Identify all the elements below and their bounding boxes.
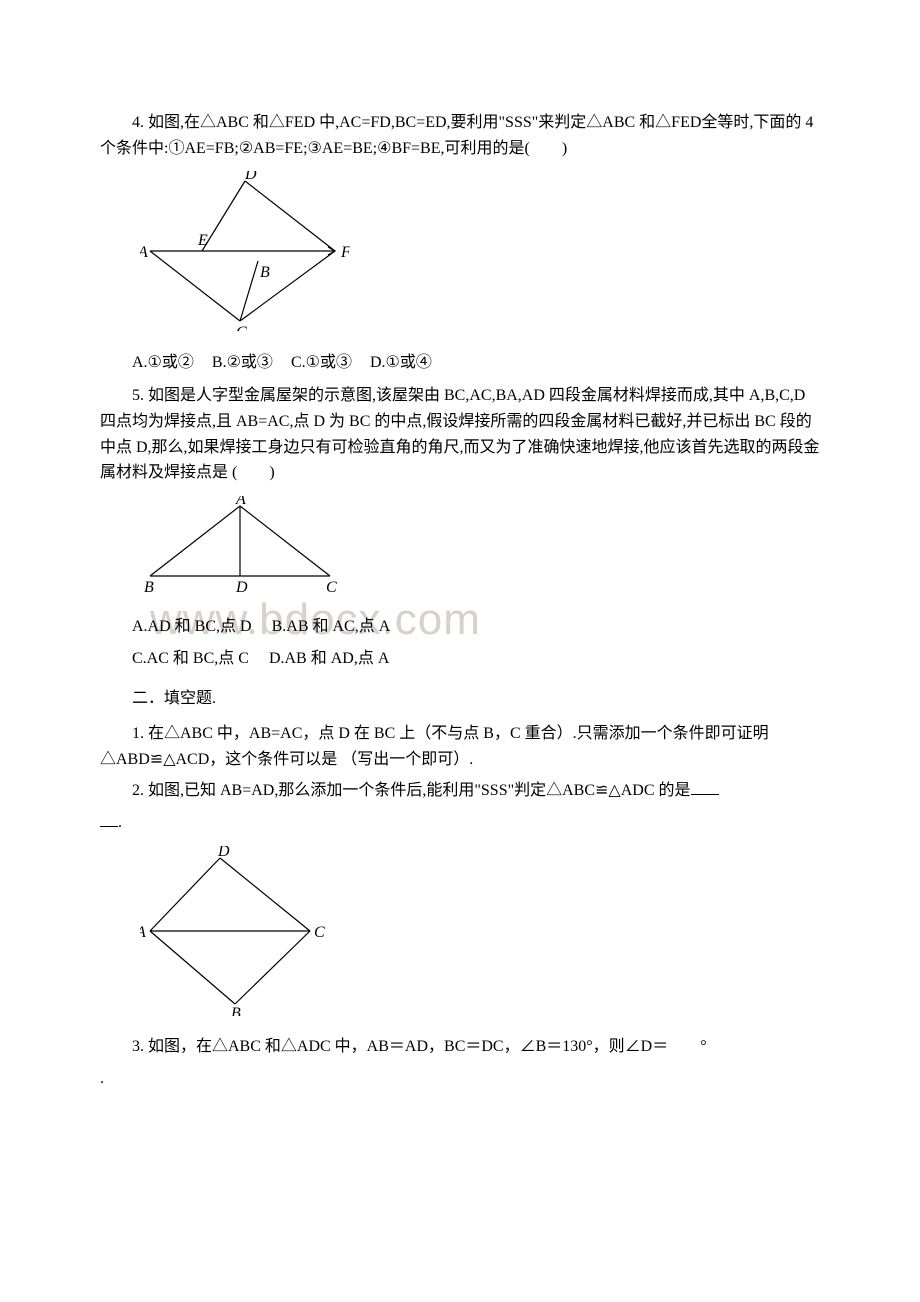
fill2-text: 2. 如图,已知 AB=AD,那么添加一个条件后,能利用"SSS"判定△ABC≌… [100,778,820,804]
svg-text:C: C [314,924,325,941]
svg-text:C: C [236,324,247,331]
document-content: 4. 如图,在△ABC 和△FED 中,AC=FD,BC=ED,要利用"SSS"… [100,110,820,1091]
svg-text:B: B [144,579,154,596]
svg-text:E: E [197,232,208,249]
q4-opt-c: C.①或③ [291,354,352,371]
q4-opt-b: B.②或③ [212,354,273,371]
q5-opt-c: C.AC 和 BC,点 C [132,650,249,667]
fill2-blank2 [100,810,118,827]
fill2-prefix: 2. 如图,已知 AB=AD,那么添加一个条件后,能利用"SSS"判定△ABC≌… [132,782,691,799]
q5-opt-d: D.AB 和 AD,点 A [269,650,389,667]
fill2-suffix: . [118,814,122,831]
q5-opt-a: A.AD 和 BC,点 D [132,618,252,635]
q5-options-row1: A.AD 和 BC,点 D B.AB 和 AC,点 A [100,614,820,640]
svg-text:A: A [140,244,148,261]
svg-text:C: C [326,579,337,596]
q5-text: 5. 如图是人字型金属屋架的示意图,该屋架由 BC,AC,BA,AD 四段金属材… [100,383,820,485]
svg-text:B: B [231,1005,241,1016]
svg-text:F: F [340,244,350,261]
section2-heading: 二．填空题. [100,686,820,712]
fill2-figure: A D C B [140,846,820,1025]
fill2-blank [691,778,719,795]
svg-text:A: A [140,924,146,941]
q5-opt-b: B.AB 和 AC,点 A [272,618,391,635]
svg-text:A: A [235,496,246,508]
q4-opt-d: D.①或④ [370,354,432,371]
svg-text:D: D [217,846,230,860]
fill3-suffix: . [100,1066,820,1092]
q5-options-row2: C.AC 和 BC,点 C D.AB 和 AD,点 A [100,646,820,672]
fill1-text: 1. 在△ABC 中，AB=AC，点 D 在 BC 上（不与点 B，C 重合）.… [100,721,820,772]
q4-figure: A E B F D C [140,171,820,340]
q4-text: 4. 如图,在△ABC 和△FED 中,AC=FD,BC=ED,要利用"SSS"… [100,110,820,161]
fill3-prefix: 3. 如图，在△ABC 和△ADC 中，AB＝AD，BC＝DC，∠B＝130°，… [132,1038,707,1055]
q4-options: A.①或② B.②或③ C.①或③ D.①或④ [100,350,820,376]
q4-opt-a: A.①或② [132,354,194,371]
svg-text:D: D [235,579,248,596]
svg-text:B: B [260,264,270,281]
fill3-text: 3. 如图，在△ABC 和△ADC 中，AB＝AD，BC＝DC，∠B＝130°，… [100,1034,820,1060]
fill2-suffix-line: . [100,810,820,836]
svg-text:D: D [244,171,257,183]
q5-figure: A B D C [140,496,820,605]
